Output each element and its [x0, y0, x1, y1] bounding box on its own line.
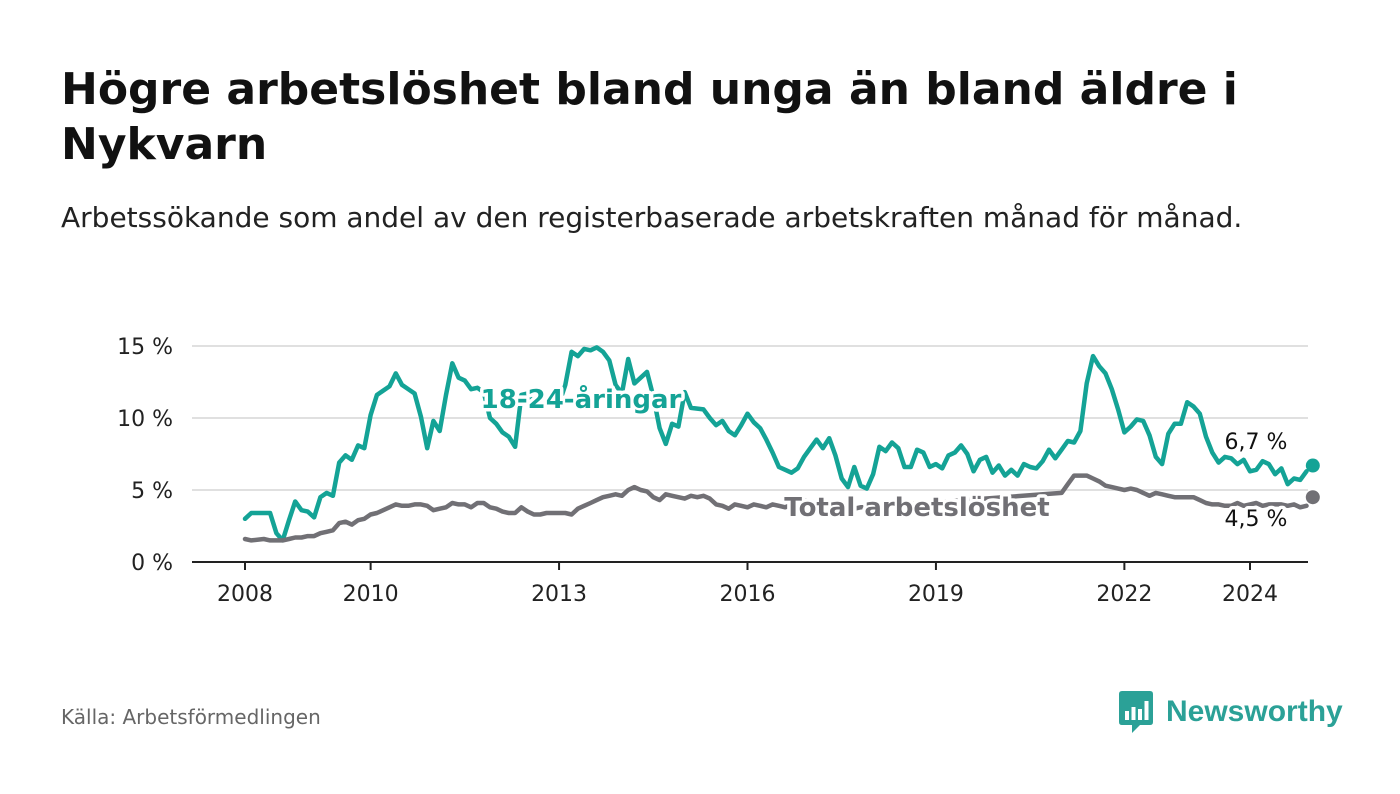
- end-label-total: 4,5 %: [1225, 507, 1288, 532]
- x-tick-label-2008: 2008: [217, 582, 273, 607]
- y-tick-label-10: 10 %: [117, 407, 173, 432]
- series-label-total: Total arbetslöshet: [784, 493, 1049, 523]
- series-line-total: [242, 473, 1309, 543]
- brand-name: Newsworthy: [1166, 695, 1343, 728]
- chart-subtitle: Arbetssökande som andel av den registerb…: [61, 201, 1243, 234]
- y-axis-ticks: 0 % 5 % 10 % 15 %: [117, 335, 173, 576]
- chart-title: Högre arbetslöshet bland unga än bland ä…: [61, 64, 1238, 170]
- end-label-18-24: 6,7 %: [1225, 430, 1288, 455]
- x-tick-label-2022: 2022: [1096, 582, 1152, 607]
- newsworthy-logo: Newsworthy: [1118, 688, 1343, 736]
- end-label-total-halo: 4,5 %: [1225, 507, 1288, 532]
- end-point-18-24: [1305, 458, 1320, 473]
- source-note: Källa: Arbetsförmedlingen: [61, 705, 321, 729]
- x-axis-ticks: 2008 2010 2013 2016 2019 2022 2024: [217, 562, 1278, 607]
- series-label-total-halo: Total arbetslöshet: [784, 493, 1049, 523]
- gridlines: [192, 345, 1308, 563]
- y-tick-label-0: 0 %: [131, 551, 173, 576]
- y-tick-label-15: 15 %: [117, 335, 173, 360]
- newsworthy-bars-icon: [1119, 691, 1153, 733]
- end-label-18-24-halo: 6,7 %: [1225, 430, 1288, 455]
- x-tick-label-2010: 2010: [343, 582, 399, 607]
- y-tick-label-5: 5 %: [131, 479, 173, 504]
- series-lines: [242, 345, 1320, 543]
- series-label-18-24: 18-24-åringar: [481, 383, 682, 415]
- series-label-18-24-halo: 18-24-åringar: [481, 383, 682, 415]
- x-tick-label-2016: 2016: [720, 582, 776, 607]
- x-tick-label-2019: 2019: [908, 582, 964, 607]
- end-point-total: [1305, 490, 1320, 505]
- x-tick-label-2024: 2024: [1222, 582, 1278, 607]
- x-tick-label-2013: 2013: [531, 582, 587, 607]
- series-line-18-24: [242, 345, 1309, 543]
